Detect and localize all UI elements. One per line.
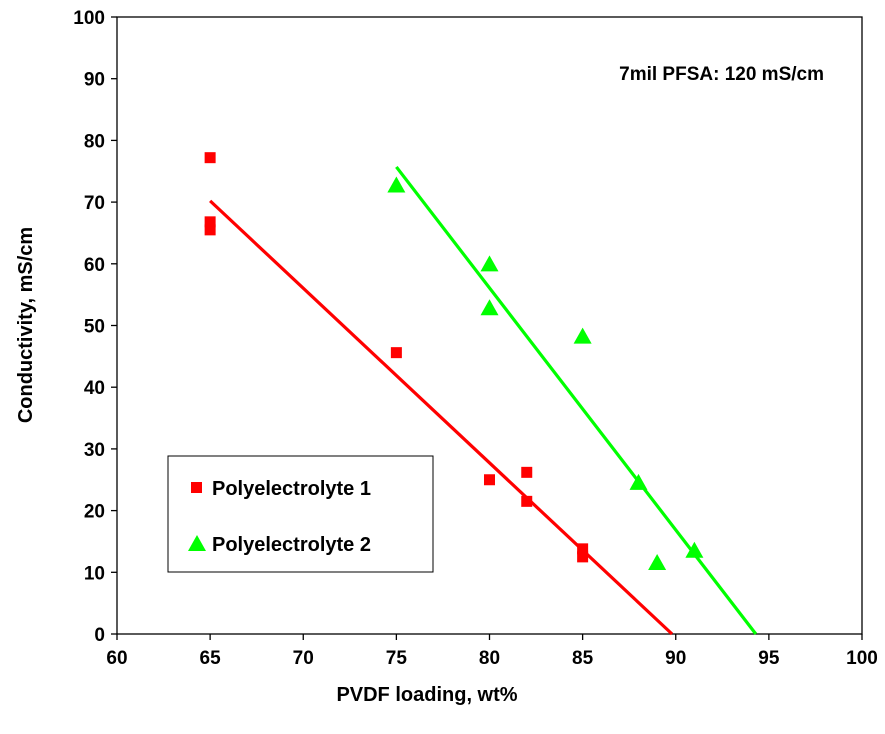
- annotation-text: 7mil PFSA: 120 mS/cm: [619, 64, 824, 85]
- y-tick-label: 0: [94, 625, 105, 646]
- x-tick-label: 75: [386, 648, 408, 669]
- data-point-series-2: [480, 299, 499, 316]
- y-tick-label: 10: [84, 563, 105, 584]
- data-point-series-1: [204, 216, 216, 228]
- data-point-series-1: [390, 347, 402, 359]
- x-axis-title: PVDF loading, wt%: [336, 684, 517, 706]
- y-tick-label: 40: [84, 378, 105, 399]
- x-tick-label: 100: [846, 648, 878, 669]
- x-tick-label: 95: [758, 648, 780, 669]
- legend-label-polyelectrolyte-1: Polyelectrolyte 1: [212, 478, 371, 500]
- data-point-series-2: [573, 327, 592, 344]
- data-point-series-2: [480, 255, 499, 272]
- trendline-series-2: [395, 165, 758, 635]
- y-tick-label: 30: [84, 440, 105, 461]
- y-tick-label: 60: [84, 255, 105, 276]
- legend: Polyelectrolyte 1 Polyelectrolyte 2: [167, 455, 434, 573]
- data-point-series-1: [521, 466, 533, 478]
- x-tick-label: 65: [200, 648, 222, 669]
- y-tick-label: 90: [84, 70, 105, 91]
- data-point-series-1: [577, 551, 589, 563]
- data-point-series-2: [648, 554, 667, 571]
- x-tick-label: 70: [293, 648, 314, 669]
- data-markers: [204, 152, 704, 571]
- legend-marker-polyelectrolyte-2: [188, 535, 206, 551]
- y-tick-label: 70: [84, 193, 105, 214]
- data-point-series-1: [484, 474, 495, 486]
- y-tick-label: 80: [84, 131, 105, 152]
- data-point-series-1: [204, 152, 216, 164]
- data-point-series-1: [204, 224, 216, 236]
- data-point-series-2: [685, 541, 704, 558]
- y-tick-label: 50: [84, 317, 105, 338]
- trendline-series-1: [209, 199, 674, 636]
- y-axis-title: Conductivity, mS/cm: [15, 227, 37, 423]
- y-tick-label: 100: [73, 8, 105, 29]
- x-tick-label: 85: [572, 648, 594, 669]
- y-axis: 0 10 20 30 40 50 60 70 80 90 100: [73, 8, 117, 646]
- legend-label-polyelectrolyte-2: Polyelectrolyte 2: [212, 534, 371, 556]
- legend-marker-polyelectrolyte-1: [191, 482, 202, 493]
- x-tick-label: 90: [665, 648, 686, 669]
- data-point-series-2: [387, 176, 406, 193]
- x-axis: 60 65 70 75 80 85 90 95 100: [106, 634, 878, 669]
- x-tick-label: 80: [479, 648, 500, 669]
- data-point-series-2: [629, 473, 648, 490]
- y-tick-label: 20: [84, 502, 105, 523]
- x-tick-label: 60: [106, 648, 127, 669]
- data-point-series-1: [521, 495, 533, 507]
- data-point-series-1: [577, 543, 589, 555]
- legend-box: [167, 455, 434, 573]
